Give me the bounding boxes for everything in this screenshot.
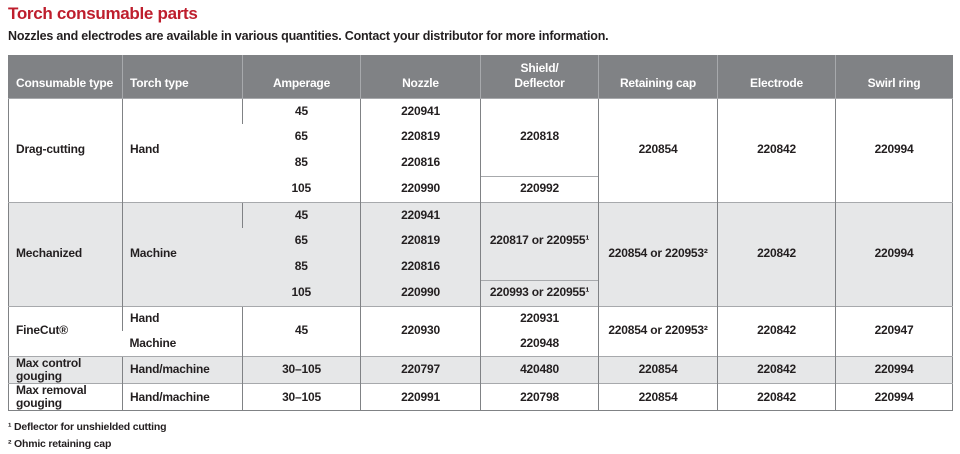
page-subtitle: Nozzles and electrodes are available in …	[8, 28, 609, 43]
table-row: 105 220990 220992	[9, 175, 953, 203]
cell-torch-type: Hand	[122, 305, 243, 332]
cell-electrode: 220842	[717, 355, 836, 384]
table-row: FineCut® Hand 45 220930 220931 220854 or…	[8, 305, 953, 357]
cell-amperage: 65	[294, 129, 308, 144]
cell-swirl-ring: 220947	[835, 305, 953, 357]
col-header-swirl-ring: Swirl ring	[835, 55, 953, 99]
cell-retaining-cap: 220854	[598, 97, 718, 203]
cell-nozzle: 220797	[360, 355, 481, 384]
cell-retaining-cap: 220854 or 220953²	[598, 201, 718, 307]
cell-nozzle: 220941	[360, 97, 481, 125]
cell-shield-deflector: 220992	[480, 175, 599, 203]
cell-nozzle: 220991	[360, 382, 481, 411]
cell-swirl-ring: 220994	[835, 382, 953, 411]
cell-nozzle: 220990	[360, 280, 481, 307]
cell-shield-deflector: 220818	[480, 97, 599, 177]
cell-amperage: 45	[242, 97, 361, 125]
cell-electrode: 220842	[717, 97, 836, 203]
cell-nozzle: 220819	[360, 124, 481, 151]
cell-torch-type: Machine	[122, 201, 243, 307]
col-header-amperage: Amperage	[242, 55, 361, 99]
cell-amperage: 105	[291, 181, 312, 196]
cell-torch-type: Machine	[129, 335, 177, 350]
col-header-nozzle: Nozzle	[360, 55, 481, 99]
cell-retaining-cap: 220854	[598, 355, 718, 384]
footnotes: ¹ Deflector for unshielded cutting ² Ohm…	[8, 419, 952, 452]
col-header-electrode: Electrode	[717, 55, 836, 99]
table-row: 85 220816	[9, 150, 953, 177]
cell-nozzle: 220930	[360, 305, 481, 357]
table-row: Max control gouging Hand/machine 30–105 …	[8, 355, 953, 384]
cell-amperage: 45	[242, 305, 361, 357]
table-row: Max removal gouging Hand/machine 30–105 …	[8, 382, 953, 411]
table-header: Consumable type Torch type Amperage Nozz…	[8, 55, 953, 99]
cell-swirl-ring: 220994	[835, 355, 953, 384]
cell-electrode: 220842	[717, 201, 836, 307]
cell-electrode: 220842	[717, 382, 836, 411]
cell-swirl-ring: 220994	[835, 97, 953, 203]
cell-nozzle: 220941	[360, 201, 481, 229]
cell-shield-deflector: 420480	[480, 355, 599, 384]
consumable-parts-table: Consumable type Torch type Amperage Nozz…	[8, 54, 953, 412]
cell-nozzle: 220990	[360, 176, 481, 203]
cell-torch-type: Hand/machine	[122, 355, 243, 384]
col-header-shield-deflector: Shield/ Deflector	[480, 55, 599, 99]
cell-amperage: 65	[242, 228, 361, 255]
table-row: Machine 220948	[9, 331, 953, 357]
col-header-retaining-cap: Retaining cap	[598, 55, 718, 99]
cell-shield-deflector: 220798	[480, 382, 599, 411]
footnote-deflector: ¹ Deflector for unshielded cutting	[8, 421, 167, 434]
cell-retaining-cap: 220854	[598, 382, 718, 411]
table-row: 65 220819	[9, 124, 953, 151]
cell-shield-deflector: 220993 or 220955¹	[480, 279, 599, 307]
table-row: Mechanized Machine 45 220941 220817 or 2…	[8, 201, 953, 307]
table-row: 85 220816	[9, 254, 953, 281]
cell-consumable-type: Max removal gouging	[8, 382, 123, 411]
cell-consumable-type: Mechanized	[8, 201, 123, 307]
table-row: 65 220819	[9, 228, 953, 255]
cell-amperage: 45	[242, 201, 361, 229]
header-row: Consumable type Torch type Amperage Nozz…	[8, 55, 953, 99]
cell-shield-deflector: 220948	[480, 331, 599, 357]
page-title: Torch consumable parts	[8, 4, 198, 23]
footnote-ohmic: ² Ohmic retaining cap	[8, 437, 112, 450]
cell-shield-deflector: 220931	[480, 305, 599, 332]
cell-amperage: 30–105	[242, 355, 361, 384]
cell-consumable-type: Drag-cutting	[8, 97, 123, 203]
cell-shield-deflector: 220817 or 220955¹	[480, 201, 599, 281]
cell-consumable-type: Max control gouging	[8, 355, 123, 384]
table-row: Drag-cutting Hand 45 220941 220818 22085…	[8, 97, 953, 203]
cell-nozzle: 220816	[360, 150, 481, 177]
cell-swirl-ring: 220994	[835, 201, 953, 307]
cell-amperage: 30–105	[242, 382, 361, 411]
col-header-consumable-type: Consumable type	[8, 55, 123, 99]
cell-amperage: 85	[242, 254, 361, 281]
cell-nozzle: 220816	[360, 254, 481, 281]
cell-torch-type: Hand	[122, 97, 243, 203]
cell-nozzle: 220819	[360, 228, 481, 255]
cell-torch-type: Hand/machine	[122, 382, 243, 411]
table-row: 105 220990 220993 or 220955¹	[9, 279, 953, 307]
cell-consumable-type: FineCut®	[8, 305, 123, 357]
cell-retaining-cap: 220854 or 220953²	[598, 305, 718, 357]
cell-electrode: 220842	[717, 305, 836, 357]
cell-amperage: 85	[294, 155, 308, 170]
col-header-torch-type: Torch type	[122, 55, 243, 99]
cell-amperage: 105	[242, 280, 361, 307]
